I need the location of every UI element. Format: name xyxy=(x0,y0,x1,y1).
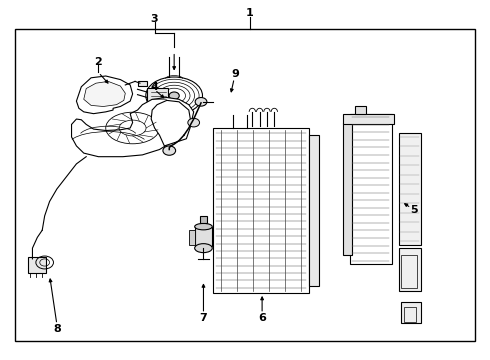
Bar xyxy=(355,107,366,114)
Polygon shape xyxy=(76,76,133,114)
Text: 9: 9 xyxy=(231,69,239,79)
Text: 7: 7 xyxy=(199,313,207,323)
Polygon shape xyxy=(72,98,194,157)
Bar xyxy=(401,255,417,288)
Bar xyxy=(399,134,421,244)
Bar xyxy=(350,114,392,264)
Bar xyxy=(309,135,319,286)
Bar xyxy=(199,216,207,224)
Bar xyxy=(399,248,421,291)
Ellipse shape xyxy=(195,244,212,253)
Bar xyxy=(401,302,421,323)
Text: 3: 3 xyxy=(151,14,158,24)
Circle shape xyxy=(169,92,179,99)
Ellipse shape xyxy=(195,224,212,230)
Text: 6: 6 xyxy=(258,313,266,323)
Polygon shape xyxy=(84,81,125,107)
Circle shape xyxy=(188,118,199,127)
Ellipse shape xyxy=(146,77,202,114)
Circle shape xyxy=(195,98,207,106)
Bar xyxy=(343,114,394,125)
Text: 5: 5 xyxy=(410,206,417,216)
Bar xyxy=(147,88,168,104)
Bar xyxy=(189,230,195,244)
Circle shape xyxy=(163,146,175,155)
Bar xyxy=(139,81,147,86)
Text: 1: 1 xyxy=(246,8,254,18)
Bar xyxy=(27,257,46,273)
Bar xyxy=(404,307,416,321)
Bar xyxy=(15,30,475,341)
Bar xyxy=(213,128,309,293)
Bar xyxy=(195,226,212,246)
Text: 2: 2 xyxy=(95,57,102,67)
Text: 4: 4 xyxy=(150,82,159,92)
Polygon shape xyxy=(151,100,191,146)
Bar xyxy=(343,123,351,255)
Text: 8: 8 xyxy=(53,324,61,334)
